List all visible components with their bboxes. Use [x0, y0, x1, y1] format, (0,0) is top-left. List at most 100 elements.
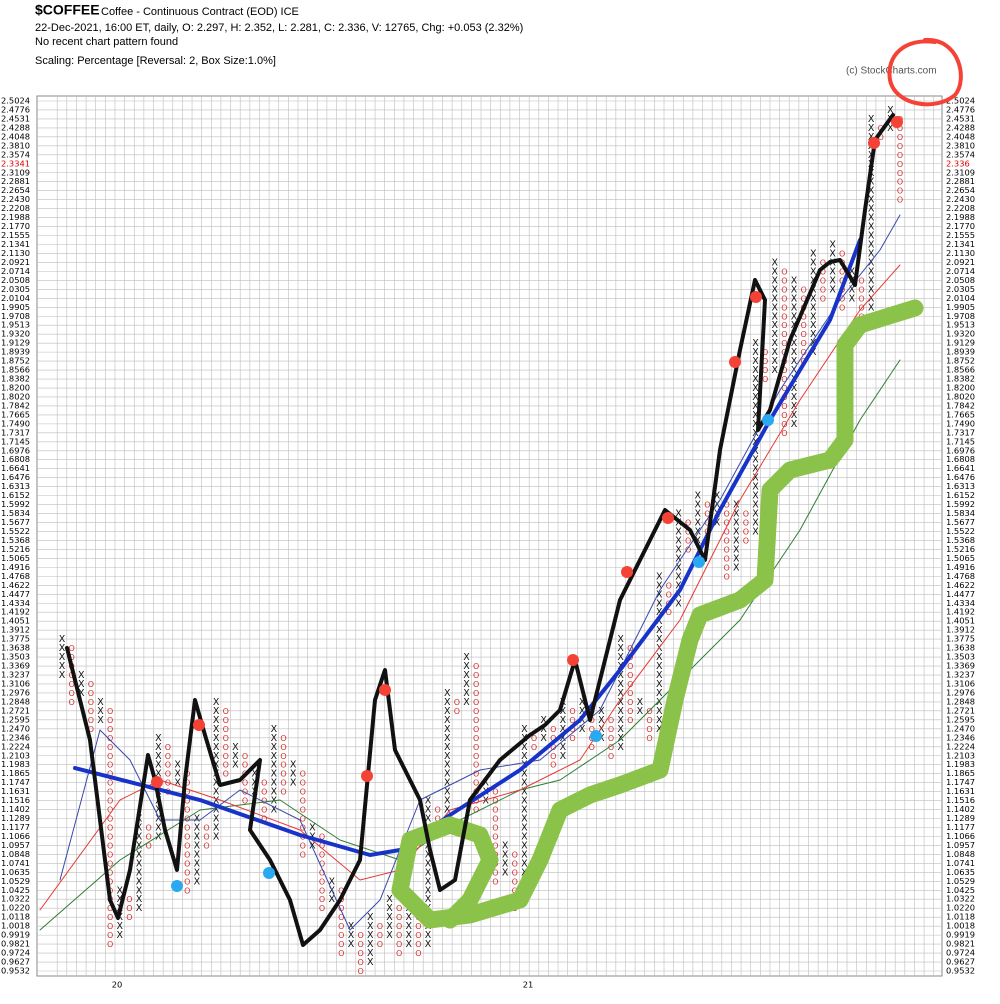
y-tick-label-right: 1.8020: [946, 391, 975, 401]
box-glyph: X: [521, 805, 528, 816]
o-column: OO: [878, 124, 884, 142]
box-glyph: X: [868, 195, 875, 206]
y-tick-label: 1.7317: [1, 427, 30, 437]
box-glyph: O: [473, 707, 479, 716]
box-glyph: O: [68, 671, 74, 680]
y-tick-label: 1.4334: [1, 598, 30, 608]
box-glyph: X: [232, 751, 239, 762]
box-glyph: X: [194, 876, 201, 887]
y-tick-label: 1.0018: [1, 921, 30, 931]
y-tick-label: 1.1983: [1, 759, 30, 769]
box-glyph: X: [290, 769, 297, 780]
box-glyph: O: [319, 832, 325, 841]
box-glyph: O: [203, 832, 209, 841]
box-glyph: X: [425, 930, 432, 941]
y-tick-label: 1.1747: [1, 777, 30, 787]
blue-dots: [171, 414, 774, 892]
y-tick-label: 2.0921: [1, 257, 30, 267]
box-glyph: O: [319, 877, 325, 886]
box-glyph: X: [194, 858, 201, 869]
box-glyph: X: [772, 311, 779, 322]
y-tick-label-right: 1.5216: [946, 544, 975, 554]
y-tick-label: 1.4768: [1, 571, 30, 581]
box-glyph: O: [165, 743, 171, 752]
box-glyph: O: [473, 779, 479, 788]
red-dots: [151, 116, 903, 788]
box-glyph: O: [300, 850, 306, 859]
box-glyph: X: [521, 849, 528, 860]
y-tick-label: 2.3810: [1, 140, 30, 150]
y-tick-label: 1.3503: [1, 652, 30, 662]
box-glyph: X: [791, 365, 798, 376]
box-glyph: O: [126, 904, 132, 913]
box-glyph: X: [598, 715, 605, 726]
y-tick-label-right: 1.4477: [946, 589, 975, 599]
box-glyph: O: [68, 680, 74, 689]
box-glyph: X: [213, 805, 220, 816]
box-glyph: O: [723, 527, 729, 536]
box-glyph: X: [271, 805, 278, 816]
y-tick-label: 2.0714: [1, 266, 30, 276]
box-glyph: X: [425, 876, 432, 887]
box-glyph: O: [685, 527, 691, 536]
box-glyph: X: [136, 831, 143, 842]
box-glyph: X: [694, 509, 701, 520]
box-glyph: X: [772, 320, 779, 331]
box-glyph: X: [213, 697, 220, 708]
box-glyph: O: [319, 850, 325, 859]
box-glyph: O: [569, 725, 575, 734]
box-glyph: O: [781, 375, 787, 384]
box-glyph: O: [338, 886, 344, 895]
y-tick-label-right: 1.3106: [946, 678, 975, 688]
y-tick-label-right: 1.0741: [946, 858, 975, 868]
box-glyph: X: [213, 760, 220, 771]
box-glyph: X: [59, 661, 66, 672]
y-tick-label-right: 1.1516: [946, 795, 975, 805]
box-glyph: O: [223, 761, 229, 770]
box-glyph: X: [868, 231, 875, 242]
y-tick-label-right: 1.2346: [946, 732, 975, 742]
y-tick-label-right: 1.0220: [946, 903, 975, 913]
box-glyph: O: [878, 133, 884, 142]
box-glyph: O: [280, 779, 286, 788]
box-glyph: X: [752, 491, 759, 502]
box-glyph: O: [107, 761, 113, 770]
y-tick-label: 1.6313: [1, 481, 30, 491]
box-glyph: O: [242, 761, 248, 770]
box-glyph: X: [213, 787, 220, 798]
box-glyph: O: [184, 832, 190, 841]
box-glyph: X: [752, 410, 759, 421]
box-glyph: O: [396, 931, 402, 940]
y-tick-label-right: 1.1865: [946, 768, 975, 778]
box-glyph: X: [656, 652, 663, 663]
box-glyph: O: [820, 285, 826, 294]
box-glyph: X: [213, 831, 220, 842]
y-tick-label: 1.1289: [1, 813, 30, 823]
symbol: $COFFEE: [35, 2, 100, 18]
y-tick-label: 2.1770: [1, 221, 30, 231]
box-glyph: X: [560, 715, 567, 726]
y-tick-label-right: 2.0714: [946, 266, 975, 276]
y-tick-label-right: 1.4192: [946, 607, 975, 617]
box-glyph: X: [656, 724, 663, 735]
box-glyph: X: [367, 939, 374, 950]
box-glyph: O: [723, 510, 729, 519]
y-tick-label: 1.7145: [1, 436, 30, 446]
box-glyph: O: [569, 707, 575, 716]
box-glyph: X: [675, 571, 682, 582]
box-glyph: O: [666, 590, 672, 599]
box-glyph: O: [781, 303, 787, 312]
box-glyph: O: [762, 357, 768, 366]
box-glyph: X: [791, 347, 798, 358]
box-glyph: X: [637, 697, 644, 708]
box-glyph: O: [743, 519, 749, 528]
y-tick-label: 2.1988: [1, 212, 30, 222]
box-glyph: O: [531, 743, 537, 752]
y-tick-label-right: 1.5677: [946, 517, 975, 527]
box-glyph: X: [348, 939, 355, 950]
